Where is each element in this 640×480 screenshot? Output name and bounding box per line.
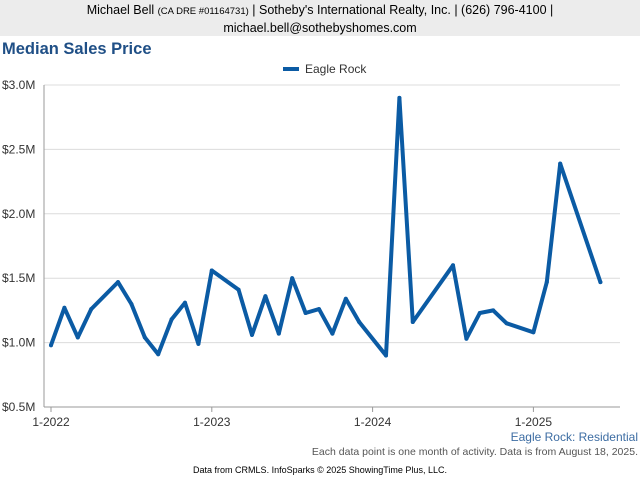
data-point bbox=[558, 161, 563, 166]
data-point bbox=[303, 311, 308, 315]
y-tick-label: $0.5M bbox=[2, 400, 35, 414]
x-tick-label: 1-2024 bbox=[354, 415, 392, 429]
data-point bbox=[290, 276, 295, 281]
data-point bbox=[330, 331, 335, 336]
agent-header: Michael Bell (CA DRE #01164731) | Sotheb… bbox=[0, 0, 640, 36]
y-tick-label: $1.0M bbox=[2, 336, 35, 350]
data-point bbox=[196, 341, 201, 346]
data-point bbox=[410, 320, 415, 324]
data-point bbox=[129, 302, 134, 306]
data-point bbox=[89, 307, 94, 312]
data-point bbox=[169, 317, 174, 322]
data-source-footer: Data from CRMLS. InfoSparks © 2025 Showi… bbox=[193, 465, 447, 475]
data-point bbox=[397, 95, 402, 100]
data-point bbox=[451, 263, 455, 268]
series-line-eagle-rock bbox=[49, 95, 603, 358]
chart-title: Median Sales Price bbox=[2, 40, 152, 58]
data-point bbox=[598, 280, 603, 285]
chart-legend[interactable]: Eagle Rock bbox=[283, 62, 366, 76]
x-tick-label: 1-2023 bbox=[193, 415, 231, 429]
data-point bbox=[183, 300, 187, 305]
data-point bbox=[357, 320, 362, 324]
data-point bbox=[75, 335, 80, 340]
agent-email[interactable]: michael.bell@sothebyshomes.com bbox=[223, 21, 417, 35]
data-point bbox=[464, 336, 469, 341]
data-point bbox=[477, 311, 482, 315]
data-point bbox=[236, 287, 241, 292]
data-point bbox=[156, 352, 161, 357]
y-tick-label: $2.0M bbox=[2, 207, 35, 221]
agent-company-phone: | Sotheby's International Realty, Inc. |… bbox=[252, 3, 554, 17]
x-tick-label: 1-2025 bbox=[515, 415, 553, 429]
data-point bbox=[544, 280, 549, 285]
legend-label: Eagle Rock bbox=[305, 62, 367, 76]
data-point bbox=[384, 353, 388, 358]
x-tick-label: 1-2022 bbox=[32, 415, 70, 429]
data-note: Each data point is one month of activity… bbox=[311, 446, 638, 458]
data-point bbox=[343, 296, 348, 301]
data-point bbox=[491, 308, 496, 313]
data-point bbox=[209, 268, 214, 273]
y-tick-label: $1.5M bbox=[2, 271, 35, 285]
data-point bbox=[62, 305, 67, 310]
data-point bbox=[531, 330, 536, 335]
data-point bbox=[49, 343, 53, 348]
data-point bbox=[504, 321, 509, 326]
data-point bbox=[263, 294, 268, 299]
series-caption: Eagle Rock: Residential bbox=[510, 430, 638, 444]
agent-line-1: Michael Bell (CA DRE #01164731) | Sotheb… bbox=[0, 2, 640, 20]
legend-swatch bbox=[283, 67, 299, 71]
data-point bbox=[142, 335, 147, 340]
y-tick-label: $3.0M bbox=[2, 78, 35, 92]
data-point bbox=[317, 307, 321, 312]
data-point bbox=[116, 280, 120, 285]
y-tick-label: $2.5M bbox=[2, 142, 35, 156]
data-point bbox=[276, 331, 281, 336]
agent-name: Michael Bell bbox=[86, 3, 155, 17]
data-point bbox=[250, 332, 254, 337]
agent-license: (CA DRE #01164731) bbox=[157, 6, 249, 17]
